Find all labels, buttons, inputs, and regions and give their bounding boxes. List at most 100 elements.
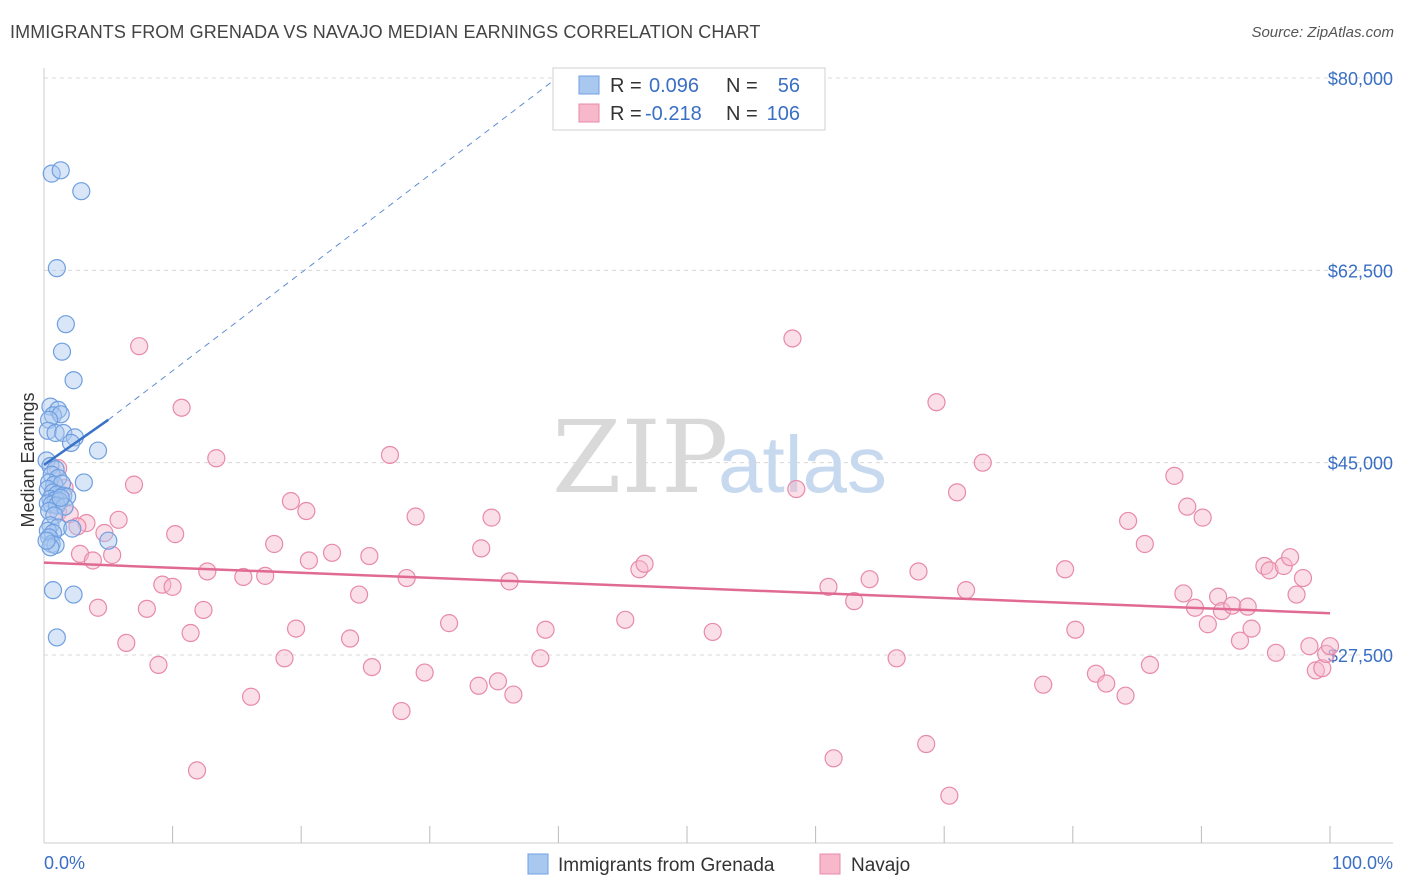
- legend-r-label-navajo: R =: [610, 103, 642, 125]
- navajo-point-2: [207, 449, 226, 468]
- navajo-point-95: [1260, 561, 1279, 580]
- navajo-point-92: [1238, 597, 1257, 616]
- navajo-point-74: [1055, 560, 1075, 579]
- navajo-point-64: [860, 570, 879, 589]
- y-tick-label-3: $80,000: [1328, 69, 1393, 89]
- navajo-point-83: [1174, 584, 1193, 603]
- navajo-point-19: [163, 577, 182, 596]
- series-legend-label-navajo: Navajo: [851, 855, 910, 876]
- navajo-point-75: [1066, 620, 1085, 639]
- grenada-point-52: [43, 581, 63, 600]
- navajo-point-100: [1293, 568, 1313, 588]
- grenada-point-42: [49, 518, 68, 537]
- navajo-point-86: [1193, 508, 1212, 527]
- grenada-points: [37, 161, 118, 647]
- y-axis-label: Median Earnings: [18, 392, 38, 527]
- navajo-point-60: [783, 329, 802, 348]
- navajo-point-67: [927, 393, 946, 412]
- navajo-point-61: [819, 577, 838, 596]
- watermark: ZIP atlas: [552, 399, 887, 516]
- navajo-point-73: [1034, 675, 1053, 694]
- watermark-zip: ZIP: [552, 399, 728, 516]
- series-legend-label-grenada: Immigrants from Grenada: [558, 855, 775, 876]
- navajo-point-52: [504, 685, 523, 704]
- navajo-point-53: [531, 649, 550, 668]
- grenada-point-17: [88, 441, 108, 460]
- grenada-point-6: [64, 371, 83, 390]
- navajo-point-84: [1178, 497, 1197, 516]
- navajo-point-62: [824, 749, 843, 768]
- navajo-point-45: [415, 663, 434, 682]
- grenada-point-13: [46, 423, 65, 443]
- navajo-point-56: [635, 554, 654, 573]
- navajo-point-37: [340, 629, 360, 648]
- navajo-point-79: [1116, 686, 1135, 705]
- source-credit: Source: ZipAtlas.com: [1251, 24, 1394, 41]
- navajo-point-20: [88, 598, 108, 617]
- grenada-point-53: [64, 585, 83, 604]
- navajo-point-57: [616, 610, 635, 629]
- grenada-point-47: [99, 531, 118, 550]
- axes: [43, 68, 1393, 844]
- navajo-point-96: [1266, 643, 1286, 662]
- navajo-point-21: [137, 599, 156, 618]
- x-tick-label-end: 100.0%: [1332, 853, 1393, 873]
- navajo-point-105: [1320, 637, 1340, 656]
- navajo-point-32: [297, 501, 316, 521]
- chart-title: IMMIGRANTS FROM GRENADA VS NAVAJO MEDIAN…: [10, 22, 761, 42]
- grenada-point-51: [37, 531, 56, 550]
- navajo-point-46: [439, 614, 459, 633]
- navajo-point-33: [275, 649, 294, 668]
- series-legend-swatch-grenada: [527, 853, 549, 875]
- navajo-point-82: [1165, 466, 1184, 485]
- navajo-point-58: [703, 622, 722, 642]
- navajo-point-13: [166, 525, 185, 544]
- grenada-trend-extension: [107, 66, 572, 421]
- navajo-point-10: [109, 510, 128, 529]
- navajo-point-69: [940, 786, 959, 805]
- grenada-point-1: [51, 161, 70, 180]
- navajo-point-54: [536, 620, 555, 639]
- navajo-point-22: [194, 600, 213, 620]
- navajo-point-78: [1118, 511, 1138, 531]
- navajo-point-90: [1223, 596, 1242, 615]
- navajo-point-101: [1300, 637, 1319, 656]
- correlation-legend: R = 0.096 N = 56 R = -0.218 N = 106: [552, 67, 826, 131]
- navajo-point-34: [286, 619, 306, 638]
- navajo-point-35: [299, 551, 319, 570]
- legend-r-value-grenada: 0.096: [649, 75, 699, 97]
- navajo-point-1: [172, 398, 191, 417]
- navajo-point-98: [1281, 548, 1300, 567]
- navajo-trend-line: [43, 561, 1331, 615]
- navajo-point-42: [392, 701, 411, 721]
- grenada-trend-line: [43, 418, 110, 466]
- navajo-point-0: [130, 337, 149, 356]
- legend-swatch-navajo: [578, 103, 600, 123]
- navajo-point-87: [1198, 615, 1217, 634]
- navajo-point-89: [1212, 601, 1232, 621]
- legend-r-label-grenada: R =: [610, 75, 642, 97]
- navajo-point-16: [103, 545, 122, 565]
- grenada-point-43: [63, 519, 82, 538]
- grenada-point-2: [72, 182, 91, 201]
- y-tick-label-1: $45,000: [1328, 454, 1393, 474]
- legend-swatch-grenada: [578, 75, 600, 95]
- navajo-point-103: [1313, 659, 1332, 678]
- navajo-point-66: [909, 562, 928, 581]
- navajo-point-26: [187, 761, 207, 780]
- grenada-point-3: [47, 259, 66, 278]
- navajo-point-17: [198, 562, 217, 581]
- navajo-point-59: [787, 479, 806, 499]
- navajo-point-48: [482, 508, 501, 527]
- navajo-point-88: [1209, 587, 1228, 606]
- navajo-point-3: [124, 475, 144, 494]
- navajo-point-50: [488, 672, 508, 691]
- series-legend-swatch-navajo: [819, 853, 841, 875]
- navajo-point-24: [117, 633, 136, 653]
- legend-n-label-grenada: N =: [726, 75, 758, 97]
- navajo-point-38: [349, 585, 369, 604]
- navajo-point-70: [947, 483, 967, 502]
- navajo-point-71: [956, 581, 976, 600]
- navajo-point-81: [1140, 655, 1160, 674]
